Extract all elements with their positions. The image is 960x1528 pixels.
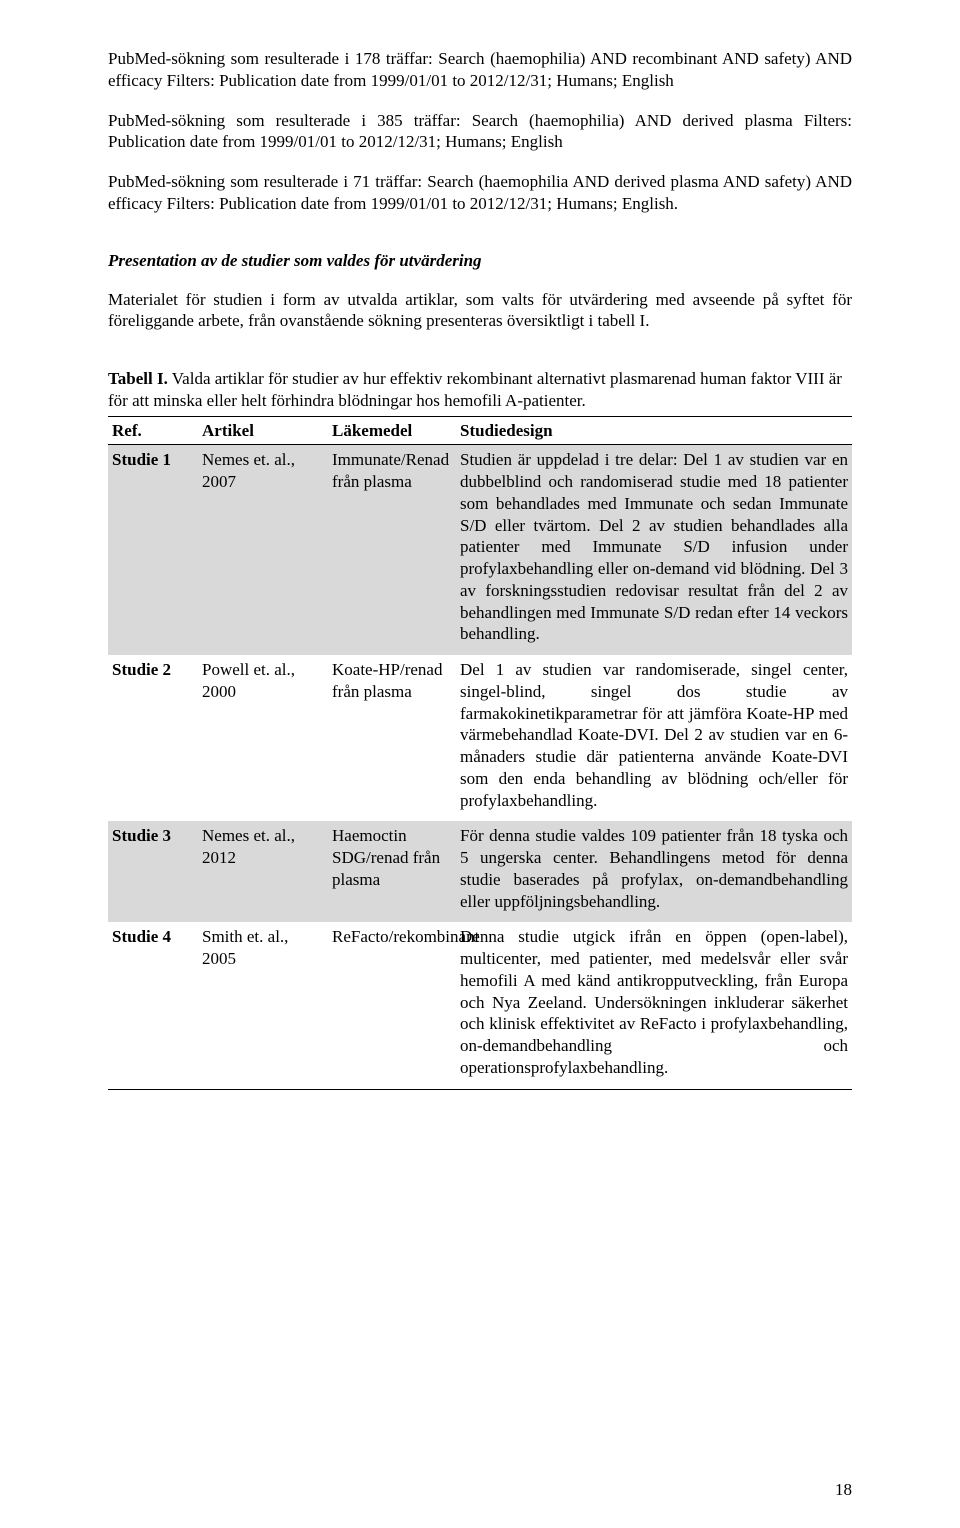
table-caption-text: Valda artiklar för studier av hur effekt… xyxy=(108,369,842,410)
table-row: Studie 2 Powell et. al., 2000 Koate-HP/r… xyxy=(108,655,852,821)
table-row: Studie 1 Nemes et. al., 2007 Immunate/Re… xyxy=(108,445,852,655)
page-number: 18 xyxy=(835,1480,852,1500)
table-caption: Tabell I. Valda artiklar för studier av … xyxy=(108,368,852,412)
table-header-row: Ref. Artikel Läkemedel Studiedesign xyxy=(108,416,852,445)
table-header-article: Artikel xyxy=(198,416,328,445)
page: PubMed-sökning som resulterade i 178 trä… xyxy=(0,0,960,1528)
table-row: Studie 3 Nemes et. al., 2012 Haemoctin S… xyxy=(108,821,852,922)
cell-drug: Koate-HP/renad från plasma xyxy=(328,655,456,821)
cell-design: Del 1 av studien var randomiserade, sing… xyxy=(456,655,852,821)
cell-drug: Haemoctin SDG/renad från plasma xyxy=(328,821,456,922)
cell-article: Powell et. al., 2000 xyxy=(198,655,328,821)
table-row: Studie 4 Smith et. al., 2005 ReFacto/rek… xyxy=(108,922,852,1089)
cell-ref: Studie 1 xyxy=(108,445,198,655)
cell-design: Denna studie utgick ifrån en öppen (open… xyxy=(456,922,852,1089)
cell-ref: Studie 2 xyxy=(108,655,198,821)
cell-design: För denna studie valdes 109 patienter fr… xyxy=(456,821,852,922)
cell-drug: Immunate/Renad från plasma xyxy=(328,445,456,655)
paragraph-1: PubMed-sökning som resulterade i 178 trä… xyxy=(108,48,852,92)
cell-article: Nemes et. al., 2007 xyxy=(198,445,328,655)
section-body: Materialet för studien i form av utvalda… xyxy=(108,289,852,333)
table-header-design: Studiedesign xyxy=(456,416,852,445)
table-header-ref: Ref. xyxy=(108,416,198,445)
section-heading: Presentation av de studier som valdes fö… xyxy=(108,251,852,271)
table-header-drug: Läkemedel xyxy=(328,416,456,445)
table-caption-label: Tabell I. xyxy=(108,369,168,388)
paragraph-3: PubMed-sökning som resulterade i 71 träf… xyxy=(108,171,852,215)
cell-drug: ReFacto/rekombinant xyxy=(328,922,456,1089)
cell-ref: Studie 3 xyxy=(108,821,198,922)
cell-design: Studien är uppdelad i tre delar: Del 1 a… xyxy=(456,445,852,655)
cell-article: Smith et. al., 2005 xyxy=(198,922,328,1089)
paragraph-2: PubMed-sökning som resulterade i 385 trä… xyxy=(108,110,852,154)
cell-ref: Studie 4 xyxy=(108,922,198,1089)
cell-article: Nemes et. al., 2012 xyxy=(198,821,328,922)
studies-table: Ref. Artikel Läkemedel Studiedesign Stud… xyxy=(108,416,852,1090)
